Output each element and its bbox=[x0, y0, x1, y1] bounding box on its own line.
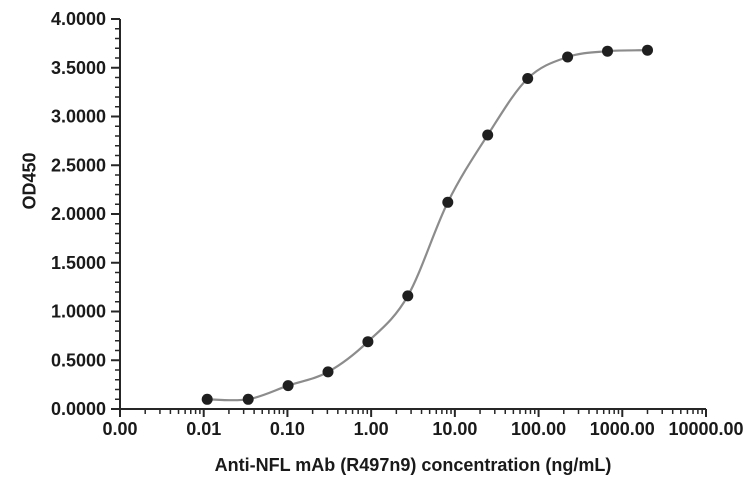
x-axis-title: Anti-NFL mAb (R497n9) concentration (ng/… bbox=[214, 455, 612, 475]
data-point bbox=[562, 51, 574, 63]
data-point bbox=[482, 129, 494, 141]
y-tick-label: 0.0000 bbox=[51, 399, 106, 419]
y-tick-label: 1.0000 bbox=[51, 302, 106, 322]
x-tick-label: 0.00 bbox=[102, 419, 137, 439]
x-tick-label: 1.00 bbox=[354, 419, 389, 439]
x-tick-label: 10000.00 bbox=[668, 419, 743, 439]
y-tick-label: 3.0000 bbox=[51, 107, 106, 127]
y-tick-label: 0.5000 bbox=[51, 350, 106, 370]
data-point bbox=[442, 196, 454, 208]
data-point bbox=[322, 366, 334, 378]
data-point bbox=[362, 336, 374, 348]
y-axis-title: OD450 bbox=[19, 152, 40, 210]
y-tick-label: 1.5000 bbox=[51, 253, 106, 273]
x-tick-label: 0.10 bbox=[270, 419, 305, 439]
data-point bbox=[642, 44, 653, 56]
x-tick-label: 100.00 bbox=[511, 419, 566, 439]
data-point bbox=[602, 45, 613, 57]
y-tick-label: 2.5000 bbox=[51, 155, 106, 175]
x-tick-label: 0.01 bbox=[186, 419, 221, 439]
data-point bbox=[242, 393, 254, 405]
y-tick-label: 4.0000 bbox=[51, 9, 106, 29]
x-tick-label: 10.00 bbox=[432, 419, 477, 439]
data-point bbox=[201, 393, 213, 405]
x-tick-label: 1000.00 bbox=[590, 419, 655, 439]
data-point bbox=[402, 290, 414, 302]
data-point bbox=[522, 73, 534, 84]
y-tick-label: 2.0000 bbox=[51, 204, 106, 224]
data-point bbox=[282, 380, 294, 392]
fit-curve bbox=[206, 49, 649, 402]
y-tick-label: 3.5000 bbox=[51, 58, 106, 78]
